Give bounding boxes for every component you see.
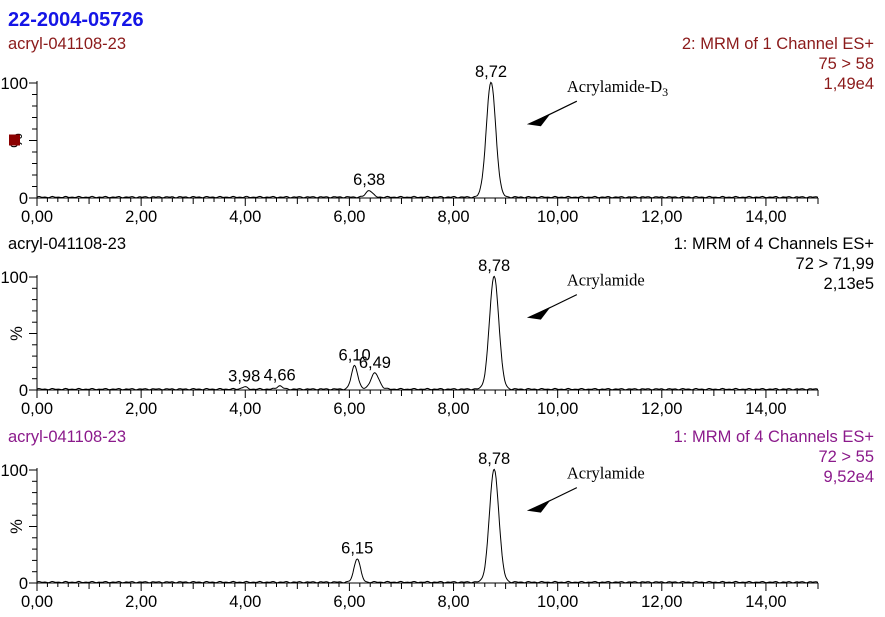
panel2-sample-label: acryl-041108-23 bbox=[8, 235, 127, 253]
panel2-peak-label: 8,78 bbox=[478, 257, 510, 275]
panel1-annotation-text: Acrylamide-D3 bbox=[567, 77, 668, 99]
panel3-transition-label: 72 > 55 bbox=[818, 448, 874, 466]
panel2-x-tick-label: 14,00 bbox=[745, 400, 786, 418]
panel3-y-tick-label-100: 100 bbox=[0, 462, 28, 480]
panel2-peak-label: 4,66 bbox=[264, 367, 296, 385]
panel1-annotation-subscript: 3 bbox=[662, 85, 668, 99]
panel2-annotation-text: Acrylamide bbox=[567, 271, 645, 290]
panel2-y-axis-label: % bbox=[8, 326, 26, 341]
panel3-sample-label: acryl-041108-23 bbox=[8, 428, 127, 446]
panel1-x-tick-label: 6,00 bbox=[333, 208, 365, 226]
report-title: 22-2004-05726 bbox=[8, 9, 144, 31]
series-color-marker bbox=[9, 134, 20, 146]
panel3-annotation-text: Acrylamide bbox=[567, 464, 645, 483]
panel3-x-tick-label: 6,00 bbox=[333, 593, 365, 611]
panel2-annotation-arrow-line bbox=[541, 294, 578, 313]
panel3-y-axis-label: % bbox=[8, 519, 26, 534]
panel2-y-tick-label-100: 100 bbox=[0, 269, 28, 287]
panel2-trace-line bbox=[36, 275, 819, 391]
panel1-intensity-label: 1,49e4 bbox=[823, 75, 874, 93]
panel2-x-tick-label: 12,00 bbox=[641, 400, 682, 418]
panel3-annotation-arrow-line bbox=[541, 487, 578, 506]
panel1-sample-label: acryl-041108-23 bbox=[8, 35, 127, 53]
panel3-trace-line bbox=[36, 468, 819, 584]
panel1-function-label: 2: MRM of 1 Channel ES+ bbox=[681, 35, 874, 53]
panel1-transition-label: 75 > 58 bbox=[818, 55, 874, 73]
panel1-x-tick-label: 8,00 bbox=[437, 208, 469, 226]
panel3-x-tick-label: 14,00 bbox=[745, 593, 786, 611]
panel1-x-tick-label: 0,00 bbox=[21, 208, 53, 226]
panel1-peak-label: 8,72 bbox=[475, 63, 507, 81]
panel1-annotation-arrow-line bbox=[541, 100, 578, 119]
panel2-transition-label: 72 > 71,99 bbox=[795, 255, 874, 273]
panel2-x-tick-label: 2,00 bbox=[125, 400, 157, 418]
panel1-x-tick-label: 10,00 bbox=[537, 208, 578, 226]
panel3-intensity-label: 9,52e4 bbox=[823, 468, 874, 486]
panel2-x-tick-label: 10,00 bbox=[537, 400, 578, 418]
panel2-x-tick-label: 6,00 bbox=[333, 400, 365, 418]
panel1-x-tick-label: 2,00 bbox=[125, 208, 157, 226]
panel3-x-tick-label: 12,00 bbox=[641, 593, 682, 611]
panel3-y-tick-label-0: 0 bbox=[19, 575, 28, 593]
panel3-x-tick-label: 10,00 bbox=[537, 593, 578, 611]
panel2-y-tick-label-0: 0 bbox=[19, 382, 28, 400]
panel3-x-tick-label: 4,00 bbox=[229, 593, 261, 611]
panel3-x-tick-label: 8,00 bbox=[437, 593, 469, 611]
panel2-function-label: 1: MRM of 4 Channels ES+ bbox=[673, 235, 874, 253]
panel1-x-tick-label: 4,00 bbox=[229, 208, 261, 226]
panel3-x-tick-label: 2,00 bbox=[125, 593, 157, 611]
panel2-x-tick-label: 8,00 bbox=[437, 400, 469, 418]
panel3-function-label: 1: MRM of 4 Channels ES+ bbox=[673, 428, 874, 446]
panel2-intensity-label: 2,13e5 bbox=[823, 275, 874, 293]
panel1-trace-line bbox=[36, 81, 819, 199]
panel2-peak-label: 6,10 bbox=[339, 346, 371, 364]
panel3-peak-label: 6,15 bbox=[341, 539, 373, 557]
panel3-peak-label: 8,78 bbox=[478, 450, 510, 468]
panel2-peak-label: 3,98 bbox=[228, 368, 260, 386]
panel1-x-tick-label: 12,00 bbox=[641, 208, 682, 226]
panel1-y-tick-label-0: 0 bbox=[19, 190, 28, 208]
panel1-x-tick-label: 14,00 bbox=[745, 208, 786, 226]
panel1-y-tick-label-100: 100 bbox=[0, 75, 28, 93]
panel2-x-tick-label: 4,00 bbox=[229, 400, 261, 418]
panel2-peak-label: 6,49 bbox=[359, 354, 391, 372]
panel3-x-tick-label: 0,00 bbox=[21, 593, 53, 611]
panel1-peak-label: 6,38 bbox=[353, 171, 385, 189]
panel2-x-tick-label: 0,00 bbox=[21, 400, 53, 418]
